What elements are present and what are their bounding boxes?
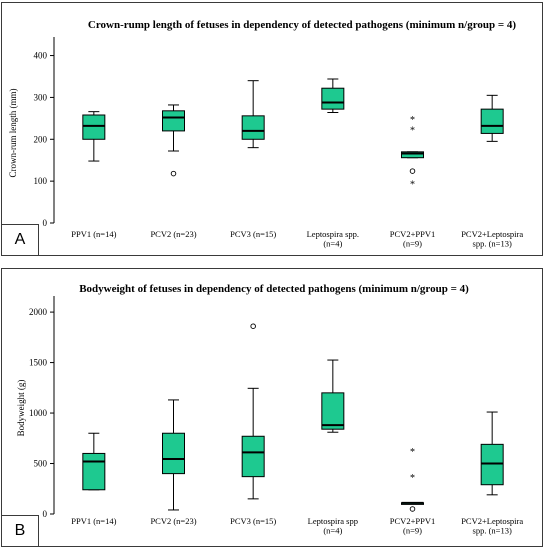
x-category-label: PCV3 (n=15) <box>230 229 276 239</box>
y-tick-label: 100 <box>34 176 48 186</box>
x-category-label: (n=9) <box>403 526 422 536</box>
box-iqr <box>241 115 265 140</box>
y-tick-label: 0 <box>43 218 48 228</box>
box-iqr <box>162 432 185 475</box>
crown-rump-length-chart: Crown-rump length of fetuses in dependen… <box>8 19 523 249</box>
panel-letter-b: B <box>2 515 39 546</box>
outlier-circle <box>250 323 256 329</box>
outlier-star: * <box>410 179 415 190</box>
box-iqr <box>241 435 265 478</box>
x-category-label: PPV1 (n=14) <box>71 229 116 239</box>
x-category-label: PCV2+Leptospira <box>461 229 523 239</box>
outlier-circle <box>409 506 416 512</box>
x-category-label: PCV2+PPV1 <box>390 229 435 239</box>
y-tick-label: 300 <box>34 92 48 102</box>
panel-a: Crown-rump length of fetuses in dependen… <box>1 2 543 256</box>
box-iqr <box>401 151 424 159</box>
bodyweight-chart: Bodyweight of fetuses in dependency of d… <box>16 283 523 536</box>
outlier-star: * <box>410 473 415 484</box>
y-axis-label: Crown-rum length (mm) <box>8 89 18 178</box>
y-tick-label: 200 <box>34 134 48 144</box>
x-category-label: (n=4) <box>323 526 342 536</box>
x-category-label: PCV2+PPV1 <box>390 516 435 526</box>
panel-b: Bodyweight of fetuses in dependency of d… <box>1 268 543 547</box>
outlier-circle <box>170 170 177 177</box>
box-iqr <box>321 87 345 110</box>
box-iqr <box>480 443 504 486</box>
x-category-label: PCV2 (n=23) <box>150 229 196 239</box>
box-iqr <box>82 452 106 491</box>
y-tick-label: 1000 <box>29 408 48 418</box>
chart-title: Crown-rump length of fetuses in dependen… <box>88 19 516 31</box>
x-category-label: (n=9) <box>403 239 422 249</box>
outlier-circle <box>409 168 416 174</box>
chart-title: Bodyweight of fetuses in dependency of d… <box>79 283 469 295</box>
y-tick-label: 400 <box>34 51 48 61</box>
x-category-label: PCV3 (n=15) <box>230 516 276 526</box>
y-tick-label: 500 <box>34 459 48 469</box>
box-iqr <box>480 108 504 134</box>
x-category-label: (n=4) <box>323 239 342 249</box>
box-iqr <box>321 392 345 430</box>
y-axis-label: Bodyweight (g) <box>16 380 26 437</box>
x-category-label: PPV1 (n=14) <box>71 516 116 526</box>
y-tick-label: 0 <box>43 509 48 519</box>
panel-letter-a: A <box>2 224 39 255</box>
box-iqr <box>162 110 185 132</box>
x-category-label: Leptospira spp. <box>307 229 359 239</box>
x-category-label: Leptospira spp <box>308 516 358 526</box>
outlier-star: * <box>410 447 415 458</box>
x-category-label: spp. (n=13) <box>473 239 512 249</box>
outlier-star: * <box>410 115 415 126</box>
y-tick-label: 1500 <box>29 358 48 368</box>
y-tick-label: 2000 <box>29 307 48 317</box>
x-category-label: PCV2+Leptospira <box>461 516 523 526</box>
x-category-label: PCV2 (n=23) <box>150 516 196 526</box>
x-category-label: spp. (n=13) <box>473 526 512 536</box>
outlier-star: * <box>410 125 415 136</box>
box-iqr <box>82 114 106 140</box>
